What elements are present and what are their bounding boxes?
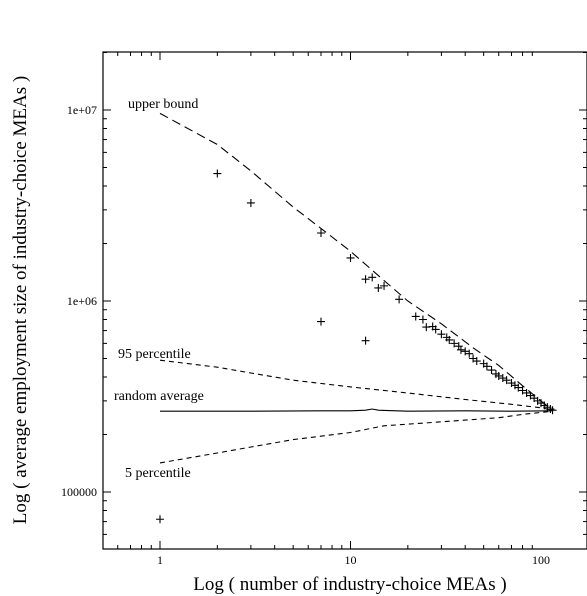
observed-point (418, 315, 427, 324)
annotation-random-average: random average (114, 389, 204, 404)
x-axis-title: Log ( number of industry-choice MEAs ) (193, 574, 506, 595)
annotation-95-percentile: 95 percentile (118, 347, 191, 362)
observed-point (411, 312, 420, 321)
observed-point (346, 253, 355, 262)
axis-ticks (103, 52, 587, 549)
observed-point (156, 515, 164, 524)
series-lines (159, 112, 553, 464)
observed-point (395, 295, 404, 304)
upper-bound-line (159, 112, 553, 411)
x-tick-label: 10 (345, 553, 357, 567)
observed-point (374, 283, 383, 292)
y-axis-title: Log ( average employment size of industr… (10, 76, 31, 524)
observed-point (450, 339, 459, 348)
observed-point (514, 383, 523, 392)
observed-point (487, 366, 496, 375)
observed-point (316, 228, 325, 237)
observed-point (445, 335, 454, 344)
observed-point (316, 317, 325, 326)
observed-point (431, 325, 440, 334)
observed-point (437, 330, 446, 339)
annotation-upper-bound: upper bound (128, 97, 198, 112)
observed-point (482, 362, 491, 371)
observed-point (456, 345, 465, 354)
x-tick-label: 1 (157, 553, 163, 567)
observed-point (368, 273, 377, 282)
observed-point (213, 169, 222, 178)
random-average-line (160, 408, 553, 412)
observed-point (498, 374, 507, 383)
95-percentile-line (159, 359, 553, 411)
x-tick-label: 100 (532, 553, 550, 567)
observed-point (380, 281, 389, 290)
observed-point (361, 336, 370, 345)
5-percentile-line (159, 410, 553, 464)
observed-point (502, 376, 511, 385)
observed-point (548, 406, 557, 415)
observed-point (518, 386, 527, 395)
observed-markers (156, 169, 557, 524)
annotation-5-percentile: 5 percentile (125, 466, 191, 481)
tick-labels: 1 10 100 100000 1e+06 1e+07 (61, 103, 550, 567)
observed-point (494, 371, 503, 380)
observed-point (422, 323, 431, 332)
y-tick-label: 1e+07 (67, 103, 97, 117)
y-tick-label: 1e+06 (67, 294, 97, 308)
observed-point (246, 198, 255, 207)
observed-point (465, 349, 474, 358)
observed-point (472, 357, 481, 366)
observed-point (361, 275, 370, 284)
y-tick-label: 100000 (61, 485, 97, 499)
observed-point (461, 347, 470, 356)
